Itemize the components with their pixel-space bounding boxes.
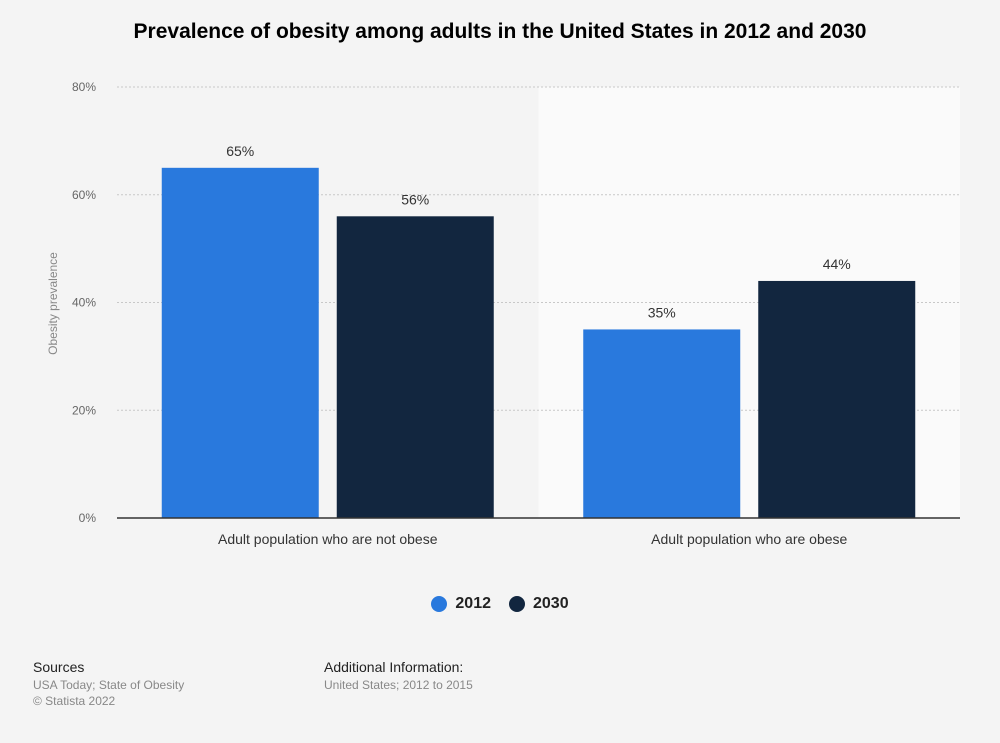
y-tick-label-0: 0% [79, 511, 97, 525]
data-label-2012-1: 35% [648, 304, 676, 320]
x-tick-label-1: Adult population who are obese [651, 531, 847, 547]
x-tick-label-0: Adult population who are not obese [218, 531, 438, 547]
legend-marker-2030 [509, 596, 525, 612]
y-tick-label-80: 80% [72, 80, 96, 94]
additional-info-text: United States; 2012 to 2015 [324, 678, 473, 692]
bar-2030-1 [758, 280, 916, 518]
additional-info-heading[interactable]: Additional Information: [324, 659, 464, 675]
legend-item-2030[interactable]: 2030 [509, 595, 569, 613]
chart-title: Prevalence of obesity among adults in th… [133, 20, 867, 43]
chart-legend: 2012 2030 [0, 595, 1000, 613]
y-tick-label-40: 40% [72, 296, 96, 310]
legend-label-2030: 2030 [533, 595, 569, 612]
y-tick-label-20: 20% [72, 403, 96, 417]
legend-label-2012: 2012 [455, 595, 491, 612]
copyright-text: © Statista 2022 [33, 694, 116, 708]
data-label-2030-0: 56% [401, 191, 429, 207]
data-label-2012-0: 65% [226, 143, 254, 159]
y-axis-label: Obesity prevalence [46, 252, 60, 355]
y-tick-label-60: 60% [72, 188, 96, 202]
sources-heading[interactable]: Sources [33, 659, 85, 675]
legend-item-2012[interactable]: 2012 [431, 595, 491, 613]
additional-info-block: Additional Information: United States; 2… [324, 658, 473, 693]
bar-2012-1 [583, 329, 741, 518]
bar-2012-0 [161, 167, 319, 518]
bar-2030-0 [336, 216, 494, 519]
sources-block: Sources USA Today; State of Obesity © St… [33, 658, 184, 709]
data-label-2030-1: 44% [823, 256, 851, 272]
legend-marker-2012 [431, 596, 448, 612]
sources-text: USA Today; State of Obesity [33, 678, 185, 692]
